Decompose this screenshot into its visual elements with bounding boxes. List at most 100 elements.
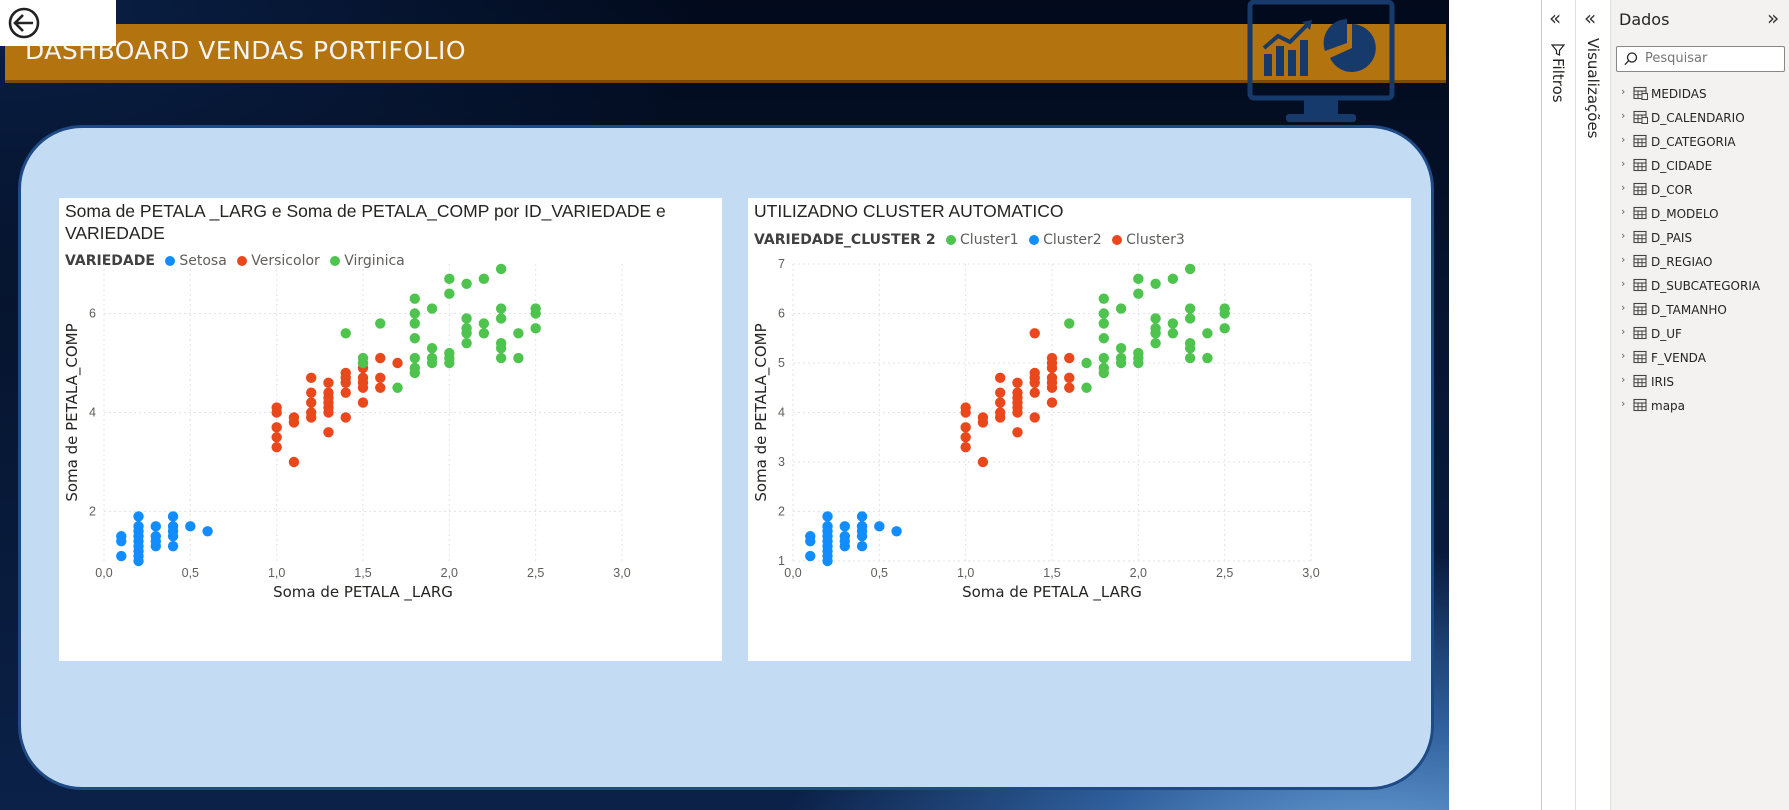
table-item-d-regiao[interactable]: › D_REGIAO — [1611, 251, 1789, 275]
legend-item-virginica[interactable]: Virginica — [330, 253, 405, 269]
data-point-cluster1 — [1202, 352, 1213, 364]
table-item-d-uf[interactable]: › D_UF — [1611, 323, 1789, 347]
expand-chevron-icon[interactable]: › — [1621, 349, 1626, 362]
data-point-versicolor — [271, 422, 282, 433]
data-point-cluster3 — [995, 412, 1006, 423]
legend-item-versicolor[interactable]: Versicolor — [237, 253, 320, 269]
table-item-d-cidade[interactable]: › D_CIDADE — [1611, 155, 1789, 179]
legend-label: Cluster1 — [960, 232, 1019, 248]
legend-label: Setosa — [179, 253, 227, 269]
data-point-versicolor — [306, 412, 317, 423]
data-point-setosa — [185, 521, 196, 532]
data-point-virginica — [495, 352, 507, 364]
data-point-setosa — [133, 555, 144, 567]
collapse-data-chevron-icon[interactable]: » — [1767, 6, 1780, 30]
legend-item-cluster3[interactable]: Cluster3 — [1112, 232, 1185, 248]
table-icon — [1633, 254, 1647, 268]
expand-chevron-icon[interactable]: › — [1621, 325, 1626, 338]
expand-chevron-icon[interactable]: › — [1621, 205, 1626, 218]
legend-label: Cluster2 — [1043, 232, 1102, 248]
table-item-f-venda[interactable]: › F_VENDA — [1611, 347, 1789, 371]
data-point-cluster2 — [839, 540, 850, 552]
data-point-cluster3 — [977, 456, 989, 468]
expand-chevron-icon[interactable]: › — [1621, 229, 1626, 242]
x-axis-label: Soma de PETALA _LARG — [273, 583, 453, 602]
expand-chevron-icon[interactable]: › — [1621, 253, 1626, 266]
y-axis-label: Soma de PETALA_COMP — [752, 323, 771, 501]
data-point-setosa — [116, 536, 127, 547]
filters-pane[interactable]: « Filtros — [1541, 0, 1576, 810]
x-tick-label: 2,0 — [1130, 566, 1147, 580]
table-item-mapa[interactable]: › mapa — [1611, 395, 1789, 419]
data-point-versicolor — [271, 432, 282, 443]
data-point-versicolor — [306, 397, 317, 408]
data-point-virginica — [426, 303, 438, 314]
report-canvas: DASHBOARD VENDAS PORTIFOLIO Soma de PETA… — [0, 0, 1449, 810]
expand-chevron-icon[interactable]: › — [1621, 109, 1626, 122]
table-item-d-calendario[interactable]: › D_CALENDARIO — [1611, 107, 1789, 131]
expand-chevron-icon[interactable]: › — [1621, 373, 1626, 386]
table-icon — [1633, 158, 1647, 172]
data-point-cluster1 — [1184, 303, 1196, 314]
table-item-d-tamanho[interactable]: › D_TAMANHO — [1611, 299, 1789, 323]
back-button[interactable] — [0, 0, 116, 46]
expand-chevron-icon[interactable]: › — [1621, 181, 1626, 194]
expand-chevron-icon[interactable]: › — [1621, 397, 1626, 410]
table-name: mapa — [1651, 399, 1686, 413]
legend-dot — [165, 256, 176, 266]
data-point-virginica — [478, 273, 490, 285]
x-tick-label: 0,0 — [95, 566, 112, 580]
expand-filters-chevron-icon[interactable]: « — [1549, 6, 1562, 30]
legend-item-setosa[interactable]: Setosa — [165, 253, 227, 269]
data-point-virginica — [461, 338, 472, 349]
data-point-cluster1 — [1133, 288, 1144, 299]
data-point-cluster1 — [1115, 342, 1127, 354]
search-input[interactable] — [1643, 50, 1782, 67]
data-point-cluster1 — [1098, 367, 1109, 379]
filters-label[interactable]: Filtros — [1549, 58, 1567, 103]
data-point-versicolor — [306, 387, 317, 398]
data-point-cluster1 — [1150, 278, 1161, 289]
data-point-setosa — [167, 540, 179, 552]
table-item-medidas[interactable]: › MEDIDAS — [1611, 83, 1789, 107]
table-item-iris[interactable]: › IRIS — [1611, 371, 1789, 395]
data-point-virginica — [409, 352, 420, 364]
expand-chevron-icon[interactable]: › — [1621, 277, 1626, 290]
data-point-cluster3 — [995, 387, 1006, 398]
legend-item-cluster2[interactable]: Cluster2 — [1029, 232, 1102, 248]
data-point-virginica — [409, 308, 420, 319]
chart-legend: VARIEDADE Setosa Versicolor Virginica — [65, 253, 411, 269]
visualizations-pane[interactable]: « Visualizações — [1575, 0, 1611, 810]
data-point-versicolor — [340, 377, 351, 388]
table-item-d-cor[interactable]: › D_COR — [1611, 179, 1789, 203]
legend-item-cluster1[interactable]: Cluster1 — [946, 232, 1019, 248]
expand-visualizations-chevron-icon[interactable]: « — [1584, 6, 1597, 30]
table-item-d-modelo[interactable]: › D_MODELO — [1611, 203, 1789, 227]
table-name: MEDIDAS — [1651, 87, 1707, 101]
table-item-d-categoria[interactable]: › D_CATEGORIA — [1611, 131, 1789, 155]
data-point-virginica — [409, 318, 420, 329]
visualizations-label[interactable]: Visualizações — [1584, 38, 1602, 139]
data-point-cluster1 — [1184, 313, 1196, 324]
expand-chevron-icon[interactable]: › — [1621, 157, 1626, 170]
data-point-cluster2 — [822, 555, 833, 567]
scatter-chart-cluster[interactable]: UTILIZADNO CLUSTER AUTOMATICO VARIEDADE_… — [748, 198, 1411, 661]
measure-table-icon — [1633, 86, 1648, 100]
data-point-virginica — [495, 263, 507, 275]
scatter-chart-variedade[interactable]: Soma de PETALA _LARG e Soma de PETALA_CO… — [59, 198, 722, 661]
data-point-versicolor — [375, 372, 386, 384]
search-box[interactable] — [1616, 46, 1785, 72]
expand-chevron-icon[interactable]: › — [1621, 301, 1626, 314]
legend-title: VARIEDADE — [65, 253, 155, 269]
expand-chevron-icon[interactable]: › — [1621, 85, 1626, 98]
table-name: D_TAMANHO — [1651, 303, 1727, 317]
legend-label: Cluster3 — [1126, 232, 1185, 248]
data-point-cluster1 — [1098, 318, 1109, 329]
data-point-versicolor — [306, 372, 317, 384]
table-item-d-subcategoria[interactable]: › D_SUBCATEGORIA — [1611, 275, 1789, 299]
table-name: D_SUBCATEGORIA — [1651, 279, 1761, 293]
table-item-d-pais[interactable]: › D_PAIS — [1611, 227, 1789, 251]
data-point-cluster1 — [1167, 318, 1179, 329]
expand-chevron-icon[interactable]: › — [1621, 133, 1626, 146]
data-point-cluster3 — [1029, 328, 1040, 339]
